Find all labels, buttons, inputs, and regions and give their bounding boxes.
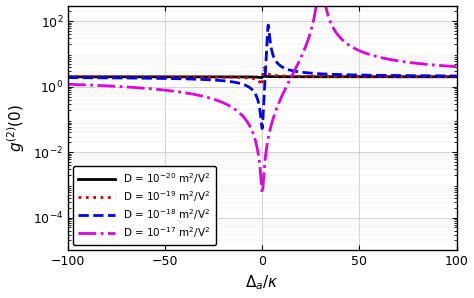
D = 10$^{-17}$ m$^2$/V$^2$: [454, 65, 459, 69]
D = 10$^{-20}$ m$^2$/V$^2$: [258, 76, 264, 80]
D = 10$^{-18}$ m$^2$/V$^2$: [343, 73, 349, 77]
D = 10$^{-18}$ m$^2$/V$^2$: [300, 71, 306, 74]
D = 10$^{-17}$ m$^2$/V$^2$: [249, 128, 255, 132]
D = 10$^{-19}$ m$^2$/V$^2$: [65, 75, 71, 79]
D = 10$^{-19}$ m$^2$/V$^2$: [249, 77, 255, 80]
Line: D = 10$^{-19}$ m$^2$/V$^2$: D = 10$^{-19}$ m$^2$/V$^2$: [68, 68, 456, 85]
D = 10$^{-20}$ m$^2$/V$^2$: [249, 75, 255, 79]
D = 10$^{-19}$ m$^2$/V$^2$: [259, 83, 264, 87]
D = 10$^{-19}$ m$^2$/V$^2$: [315, 75, 320, 78]
D = 10$^{-18}$ m$^2$/V$^2$: [65, 76, 71, 80]
D = 10$^{-19}$ m$^2$/V$^2$: [300, 74, 306, 78]
D = 10$^{-18}$ m$^2$/V$^2$: [162, 77, 168, 80]
D = 10$^{-17}$ m$^2$/V$^2$: [65, 83, 71, 86]
D = 10$^{-19}$ m$^2$/V$^2$: [454, 75, 459, 78]
Line: D = 10$^{-17}$ m$^2$/V$^2$: D = 10$^{-17}$ m$^2$/V$^2$: [68, 0, 456, 193]
D = 10$^{-17}$ m$^2$/V$^2$: [162, 88, 168, 92]
Line: D = 10$^{-18}$ m$^2$/V$^2$: D = 10$^{-18}$ m$^2$/V$^2$: [68, 25, 456, 128]
D = 10$^{-20}$ m$^2$/V$^2$: [315, 75, 320, 79]
D = 10$^{-17}$ m$^2$/V$^2$: [343, 41, 349, 45]
D = 10$^{-18}$ m$^2$/V$^2$: [249, 88, 255, 91]
D = 10$^{-19}$ m$^2$/V$^2$: [428, 75, 434, 78]
D = 10$^{-19}$ m$^2$/V$^2$: [162, 75, 168, 79]
D = 10$^{-20}$ m$^2$/V$^2$: [428, 75, 434, 79]
D = 10$^{-20}$ m$^2$/V$^2$: [300, 75, 306, 79]
D = 10$^{-18}$ m$^2$/V$^2$: [315, 72, 320, 75]
D = 10$^{-17}$ m$^2$/V$^2$: [259, 191, 265, 195]
D = 10$^{-19}$ m$^2$/V$^2$: [343, 75, 349, 78]
Y-axis label: $g^{(2)}(0)$: $g^{(2)}(0)$: [6, 104, 27, 152]
D = 10$^{-20}$ m$^2$/V$^2$: [65, 75, 71, 79]
Line: D = 10$^{-20}$ m$^2$/V$^2$: D = 10$^{-20}$ m$^2$/V$^2$: [68, 76, 456, 78]
X-axis label: $\Delta_a/\kappa$: $\Delta_a/\kappa$: [246, 274, 279, 292]
D = 10$^{-20}$ m$^2$/V$^2$: [260, 74, 266, 78]
D = 10$^{-18}$ m$^2$/V$^2$: [454, 74, 459, 78]
D = 10$^{-19}$ m$^2$/V$^2$: [261, 66, 266, 70]
D = 10$^{-17}$ m$^2$/V$^2$: [428, 63, 434, 66]
D = 10$^{-18}$ m$^2$/V$^2$: [259, 127, 265, 130]
D = 10$^{-18}$ m$^2$/V$^2$: [428, 74, 434, 77]
D = 10$^{-18}$ m$^2$/V$^2$: [265, 23, 271, 27]
D = 10$^{-20}$ m$^2$/V$^2$: [343, 75, 349, 79]
D = 10$^{-17}$ m$^2$/V$^2$: [300, 51, 306, 55]
D = 10$^{-20}$ m$^2$/V$^2$: [162, 75, 168, 79]
Legend: D = 10$^{-20}$ m$^2$/V$^2$, D = 10$^{-19}$ m$^2$/V$^2$, D = 10$^{-18}$ m$^2$/V$^: D = 10$^{-20}$ m$^2$/V$^2$, D = 10$^{-19…: [73, 166, 216, 245]
D = 10$^{-20}$ m$^2$/V$^2$: [454, 75, 459, 79]
